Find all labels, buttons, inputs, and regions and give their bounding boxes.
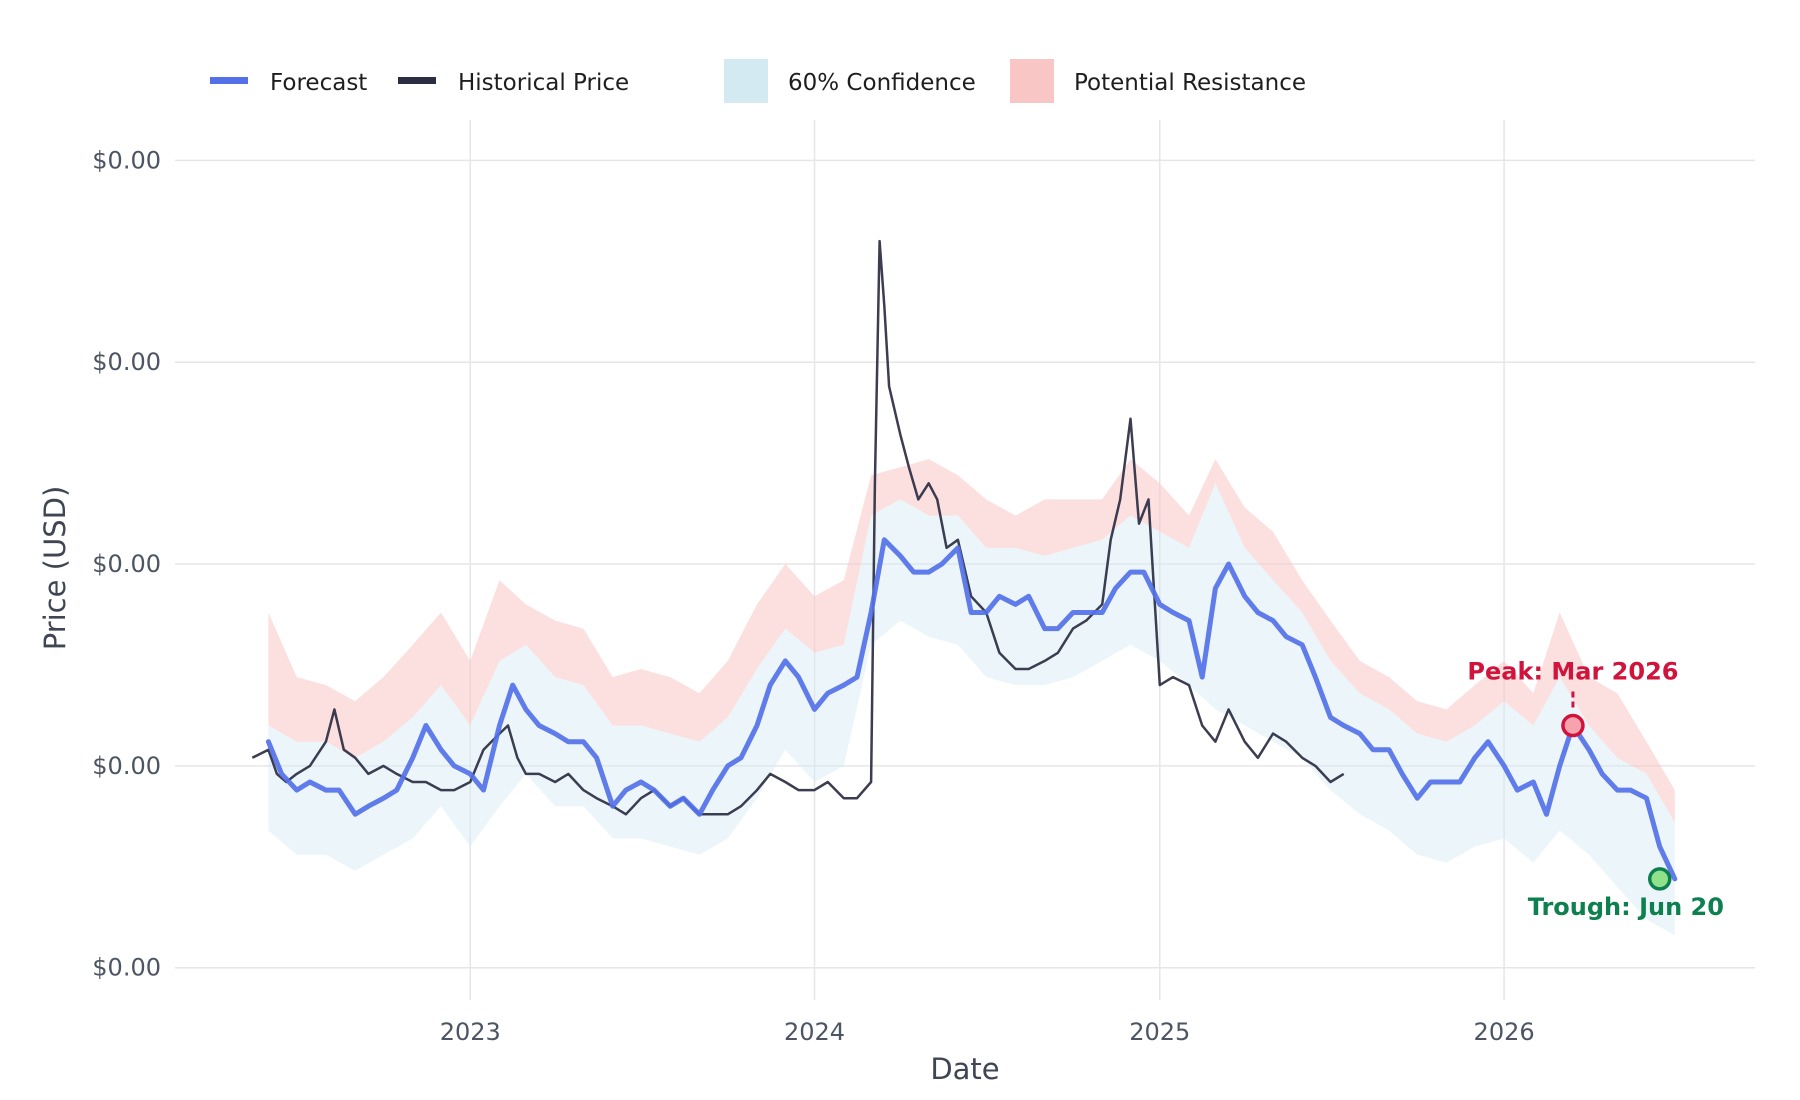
legend-item-confidence: 60% Confidence (724, 59, 976, 103)
band-areas (268, 459, 1675, 936)
y-tick-label: $0.00 (92, 752, 161, 780)
legend-label-historical: Historical Price (458, 70, 629, 96)
peak-marker (1561, 713, 1585, 738)
legend-item-forecast: Forecast (210, 70, 367, 96)
x-tick-label: 2026 (1474, 1018, 1535, 1046)
resistance-band-area (268, 459, 1675, 823)
legend-swatch-resistance (1010, 59, 1054, 103)
legend-item-historical: Historical Price (398, 70, 629, 96)
trough-label: Trough: Jun 20 (1528, 893, 1724, 921)
legend-label-confidence: 60% Confidence (788, 70, 976, 96)
historical-price-line (251, 239, 1345, 816)
x-tick-label: 2024 (784, 1018, 845, 1046)
legend-swatch-confidence (724, 59, 768, 103)
legend-item-resistance: Potential Resistance (1010, 59, 1306, 103)
y-tick-label: $0.00 (92, 348, 161, 376)
annotations: Peak: Mar 2026 Trough: Jun 20 (1467, 658, 1724, 921)
y-axis-title: Price (USD) (38, 486, 72, 651)
legend-label-resistance: Potential Resistance (1074, 70, 1306, 96)
legend: Forecast Historical Price 60% Confidence Po… (210, 59, 1306, 103)
y-tick-label: $0.00 (92, 954, 161, 982)
legend-swatch-forecast (210, 77, 248, 84)
legend-label-forecast: Forecast (270, 70, 367, 96)
peak-label: Peak: Mar 2026 (1467, 658, 1678, 686)
legend-swatch-historical (398, 77, 436, 84)
forecast-line (265, 537, 1678, 882)
y-tick-label: $0.00 (92, 550, 161, 578)
trough-marker (1647, 867, 1672, 891)
confidence-band-area (268, 483, 1675, 936)
x-tick-label: 2025 (1129, 1018, 1190, 1046)
grid-lines (175, 120, 1755, 1000)
series-lines (251, 239, 1678, 882)
tick-labels: $0.00 $0.00 $0.00 $0.00 $0.00 2023 2024 2025 202… (92, 146, 1534, 1046)
x-tick-label: 2023 (440, 1018, 501, 1046)
y-tick-label: $0.00 (92, 146, 161, 174)
x-axis-title: Date (930, 1052, 999, 1086)
